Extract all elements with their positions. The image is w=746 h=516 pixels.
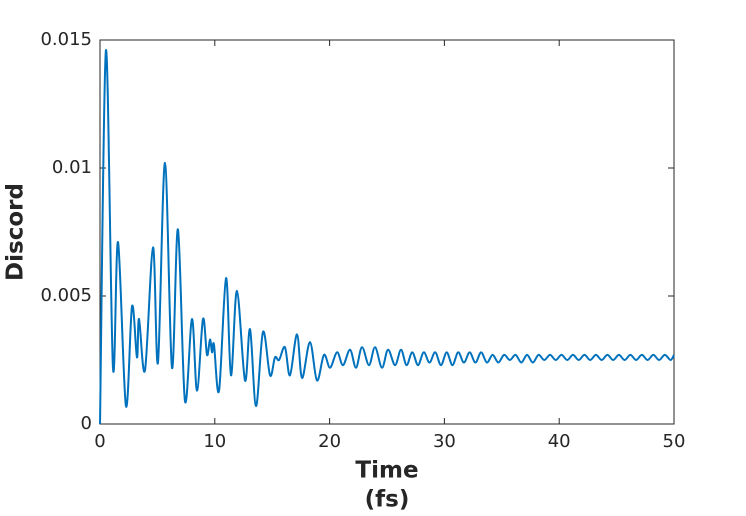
x-tick-label: 40 — [548, 431, 571, 452]
plot-area — [99, 39, 675, 425]
x-tick-label: 0 — [94, 431, 105, 452]
data-line — [99, 49, 675, 425]
y-tick-label: 0.01 — [52, 157, 92, 178]
x-tick-label: 10 — [203, 431, 226, 452]
y-tick-label: 0.015 — [40, 29, 92, 50]
x-tick-label: 50 — [663, 431, 686, 452]
x-axis-label: Time — [355, 458, 418, 484]
y-tick-label: 0 — [81, 413, 92, 434]
x-tick-label: 20 — [318, 431, 341, 452]
y-tick-label: 0.005 — [40, 285, 92, 306]
x-axis-label: (fs) — [365, 487, 410, 513]
y-axis-label: Discord — [3, 183, 29, 281]
x-tick-label: 30 — [433, 431, 456, 452]
